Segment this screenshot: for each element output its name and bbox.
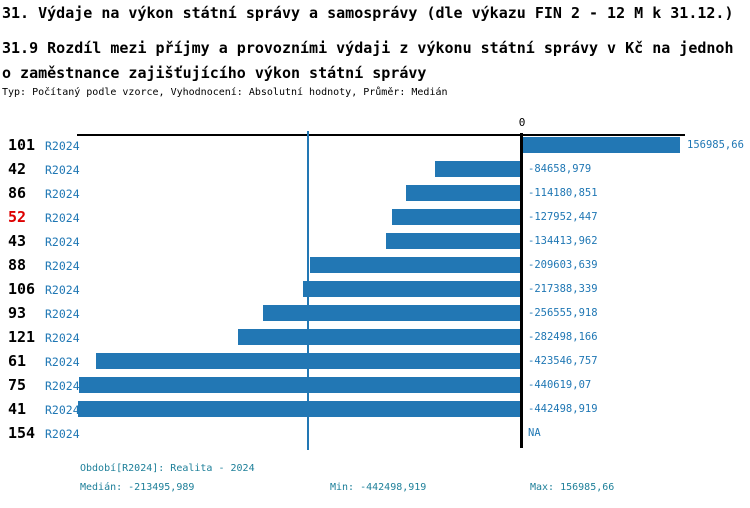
row-id-label: 52 (8, 208, 27, 226)
row-value-label: -217388,339 (528, 283, 598, 295)
row-id-label: 154 (8, 424, 36, 442)
row-id-label: 43 (8, 232, 27, 250)
chart-row: 42 R2024 -84658,979 (0, 160, 750, 184)
row-period-label: R2024 (45, 139, 80, 153)
row-value-label: -282498,166 (528, 331, 598, 343)
value-bar (263, 305, 520, 321)
row-value-label: -209603,639 (528, 259, 598, 271)
footer-max-label: Max: 156985,66 (530, 482, 615, 493)
row-value-label: -440619,07 (528, 379, 592, 391)
chart-row: 61 R2024 -423546,757 (0, 352, 750, 376)
row-value-label: 156985,66 (687, 139, 744, 151)
chart-row: 43 R2024 -134413,962 (0, 232, 750, 256)
value-bar (238, 329, 520, 345)
footer-min-label: Min: -442498,919 (330, 482, 427, 493)
row-id-label: 121 (8, 328, 36, 346)
report-subtitle-line1: 31.9 Rozdíl mezi příjmy a provozními výd… (2, 39, 734, 57)
chart-row: 93 R2024 -256555,918 (0, 304, 750, 328)
report-subtitle-line2: o zaměstnance zajišťujícího výkon státní… (2, 64, 427, 82)
chart-row: 41 R2024 -442498,919 (0, 400, 750, 424)
row-id-label: 42 (8, 160, 27, 178)
chart-row: 88 R2024 -209603,639 (0, 256, 750, 280)
row-period-label: R2024 (45, 307, 80, 321)
axis-zero-tick-label: 0 (518, 116, 526, 129)
row-period-label: R2024 (45, 379, 80, 393)
row-period-label: R2024 (45, 211, 80, 225)
row-id-label: 86 (8, 184, 27, 202)
row-value-label: -442498,919 (528, 403, 598, 415)
value-bar (406, 185, 520, 201)
row-value-label: NA (528, 427, 541, 439)
value-bar (435, 161, 520, 177)
row-period-label: R2024 (45, 235, 80, 249)
row-value-label: -84658,979 (528, 163, 592, 175)
row-id-label: 61 (8, 352, 27, 370)
value-bar (523, 137, 680, 153)
row-period-label: R2024 (45, 283, 80, 297)
value-bar (310, 257, 520, 273)
chart-row: 154 R2024 NA (0, 424, 750, 448)
chart-row: 121 R2024 -282498,166 (0, 328, 750, 352)
row-id-label: 75 (8, 376, 27, 394)
row-id-label: 106 (8, 280, 36, 298)
row-id-label: 41 (8, 400, 27, 418)
row-period-label: R2024 (45, 187, 80, 201)
row-period-label: R2024 (45, 331, 80, 345)
row-id-label: 101 (8, 136, 36, 154)
zero-axis-line (520, 133, 523, 448)
row-id-label: 93 (8, 304, 27, 322)
row-value-label: -423546,757 (528, 355, 598, 367)
row-period-label: R2024 (45, 163, 80, 177)
chart-row: 75 R2024 -440619,07 (0, 376, 750, 400)
footer-period-label: Období[R2024]: Realita - 2024 (80, 463, 255, 474)
chart-row: 101 R2024 156985,66 (0, 136, 750, 160)
report-meta-line: Typ: Počítaný podle vzorce, Vyhodnocení:… (2, 87, 448, 98)
value-bar (303, 281, 520, 297)
row-value-label: -134413,962 (528, 235, 598, 247)
chart-row: 106 R2024 -217388,339 (0, 280, 750, 304)
row-id-label: 88 (8, 256, 27, 274)
footer-median-label: Medián: -213495,989 (80, 482, 195, 493)
chart-row: 86 R2024 -114180,851 (0, 184, 750, 208)
value-bar (79, 377, 520, 393)
row-period-label: R2024 (45, 355, 80, 369)
row-period-label: R2024 (45, 259, 80, 273)
row-period-label: R2024 (45, 403, 80, 417)
row-value-label: -114180,851 (528, 187, 598, 199)
report-title: 31. Výdaje na výkon státní správy a samo… (2, 4, 734, 22)
value-bar (78, 401, 520, 417)
row-period-label: R2024 (45, 427, 80, 441)
value-bar (386, 233, 520, 249)
chart-row: 52 R2024 -127952,447 (0, 208, 750, 232)
value-bar (392, 209, 520, 225)
row-value-label: -256555,918 (528, 307, 598, 319)
chart-top-border (77, 134, 685, 136)
value-bar (96, 353, 520, 369)
row-value-label: -127952,447 (528, 211, 598, 223)
